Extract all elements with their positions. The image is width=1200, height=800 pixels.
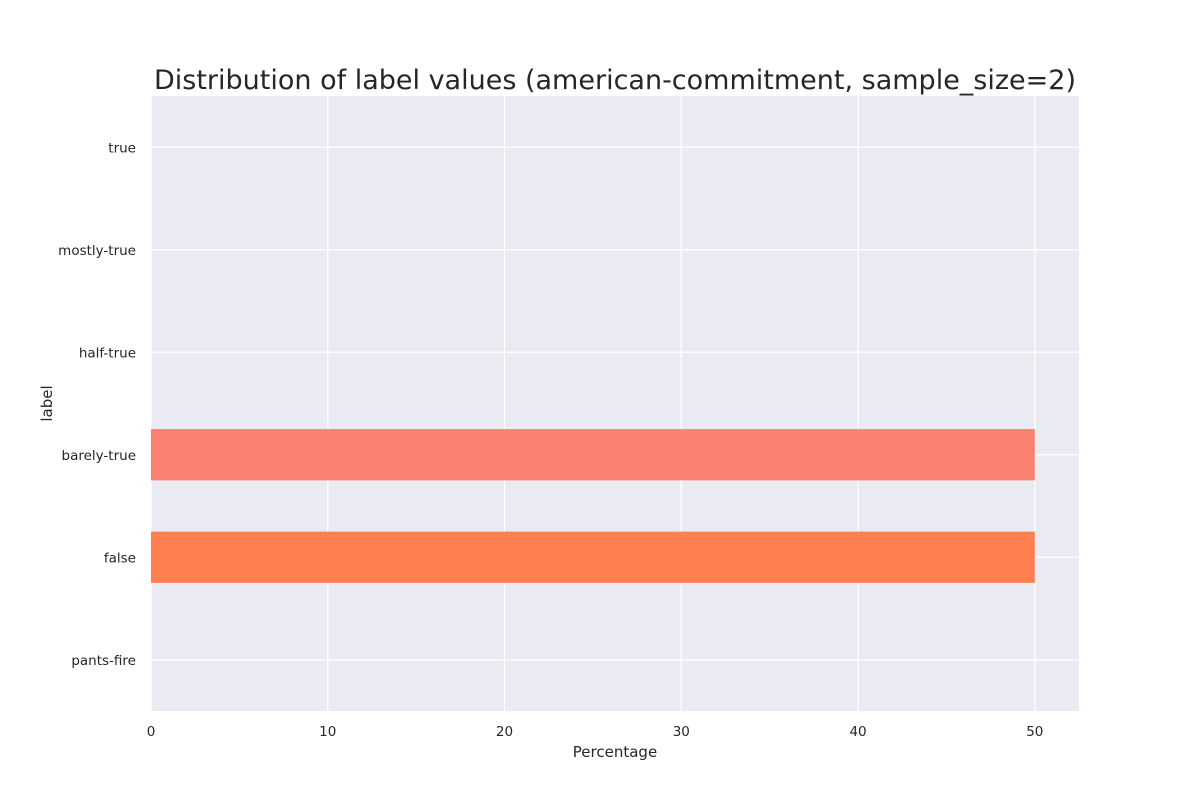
- y-tick-label: mostly-true: [58, 243, 136, 259]
- bars: [151, 429, 1035, 583]
- y-axis-label: label: [38, 385, 56, 421]
- y-tick-label: half-true: [79, 345, 136, 361]
- y-tick-label: barely-true: [62, 448, 136, 464]
- chart-title: Distribution of label values (american-c…: [154, 65, 1076, 96]
- x-tick-label: 0: [147, 724, 156, 740]
- bar-false: [151, 531, 1035, 583]
- x-tick-label: 10: [319, 724, 336, 740]
- y-tick-label: false: [104, 550, 136, 566]
- x-tick-label: 20: [496, 724, 513, 740]
- x-tick-label: 40: [849, 724, 866, 740]
- plot-background: [151, 96, 1079, 711]
- y-tick-label: true: [108, 140, 136, 156]
- x-tick-labels: 0 10 20 30 40 50: [147, 724, 1044, 740]
- bar-barely-true: [151, 429, 1035, 481]
- y-tick-labels: pants-fire false barely-true half-true mostl…: [58, 140, 136, 669]
- x-tick-label: 30: [673, 724, 690, 740]
- x-tick-label: 50: [1026, 724, 1043, 740]
- x-axis-label: Percentage: [573, 743, 657, 761]
- y-tick-label: pants-fire: [71, 653, 136, 669]
